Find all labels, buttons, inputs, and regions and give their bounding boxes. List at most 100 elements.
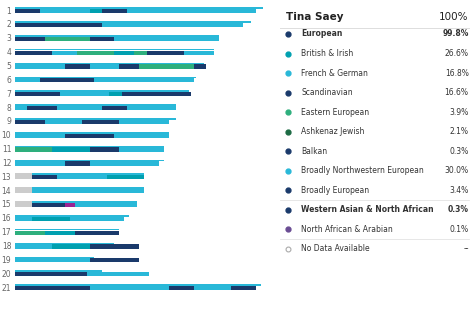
Bar [122,92,191,96]
Text: 12: 12 [2,159,11,168]
Text: Broadly European: Broadly European [301,186,369,195]
Text: 9: 9 [6,117,11,126]
Bar [52,244,90,249]
Text: 0.1%: 0.1% [449,225,469,234]
Text: 0.3%: 0.3% [449,147,469,156]
Text: 8: 8 [7,104,11,113]
Bar [32,203,64,207]
Text: 26.6%: 26.6% [445,49,469,58]
Bar [15,217,32,221]
Bar [169,286,194,290]
Bar [45,231,74,235]
Text: North African & Arabian: North African & Arabian [301,225,393,234]
Bar [52,51,77,55]
Bar [57,175,107,179]
Bar [15,286,90,290]
Bar [15,51,52,55]
Bar [15,189,32,193]
Bar [64,161,90,166]
Bar [40,78,70,82]
Bar [40,9,90,13]
Bar [70,78,94,82]
Bar [52,147,90,152]
Bar [90,286,169,290]
Bar [15,9,40,13]
Text: 99.8%: 99.8% [442,29,469,38]
Text: 4: 4 [6,48,11,57]
Bar [15,64,64,69]
Bar [15,147,52,152]
Text: 1: 1 [7,7,11,16]
Bar [45,37,90,41]
Text: Broadly Northwestern European: Broadly Northwestern European [301,166,424,175]
Text: 13: 13 [1,173,11,182]
Bar [102,9,127,13]
Text: 11: 11 [2,145,11,154]
Text: --: -- [463,244,469,254]
Bar [15,92,60,96]
Bar [15,134,64,138]
Text: Balkan: Balkan [301,147,328,156]
Bar [114,37,219,41]
Bar [15,78,40,82]
Bar [15,120,45,124]
Bar [15,244,52,249]
Bar [15,37,45,41]
Text: 14: 14 [1,187,11,196]
Bar [77,51,114,55]
Text: Tina Saey: Tina Saey [286,12,343,22]
Bar [15,160,164,161]
Bar [119,147,164,152]
Bar [70,217,124,221]
Text: Scandinavian: Scandinavian [301,88,353,97]
Bar [15,132,169,134]
Bar [15,257,94,258]
Bar [45,120,82,124]
Bar [64,134,114,138]
Bar [15,7,264,9]
Bar [32,217,70,221]
Bar [15,118,176,120]
Bar [184,51,214,55]
Bar [74,231,94,235]
Bar [15,49,214,50]
Bar [15,270,102,272]
Bar [134,51,146,55]
Bar [15,106,27,110]
Text: 15: 15 [1,200,11,209]
Text: 16.6%: 16.6% [445,88,469,97]
Text: 2.1%: 2.1% [450,127,469,136]
Bar [64,203,74,207]
Bar [82,120,119,124]
Bar [40,23,77,27]
Bar [15,90,189,92]
Text: 2: 2 [7,20,11,29]
Text: European: European [301,29,343,38]
Text: 3.4%: 3.4% [449,186,469,195]
Bar [74,203,137,207]
Bar [146,51,184,55]
Bar [32,175,57,179]
Bar [60,92,109,96]
Bar [27,106,57,110]
Text: Eastern European: Eastern European [301,108,369,117]
Bar [94,78,194,82]
Bar [32,201,137,203]
Bar [32,187,144,189]
Text: 7: 7 [6,90,11,99]
Bar [15,258,90,262]
Text: 6: 6 [6,76,11,85]
Bar [87,272,149,276]
Bar [15,77,196,78]
Bar [15,201,32,203]
Bar [90,244,139,249]
Bar [114,51,134,55]
Text: British & Irish: British & Irish [301,49,354,58]
Bar [15,243,114,244]
Text: French & German: French & German [301,69,368,78]
Text: Ashkenaz Jewish: Ashkenaz Jewish [301,127,365,136]
Text: 16: 16 [1,214,11,223]
Bar [64,64,90,69]
Text: 5: 5 [6,62,11,71]
Bar [15,229,119,230]
